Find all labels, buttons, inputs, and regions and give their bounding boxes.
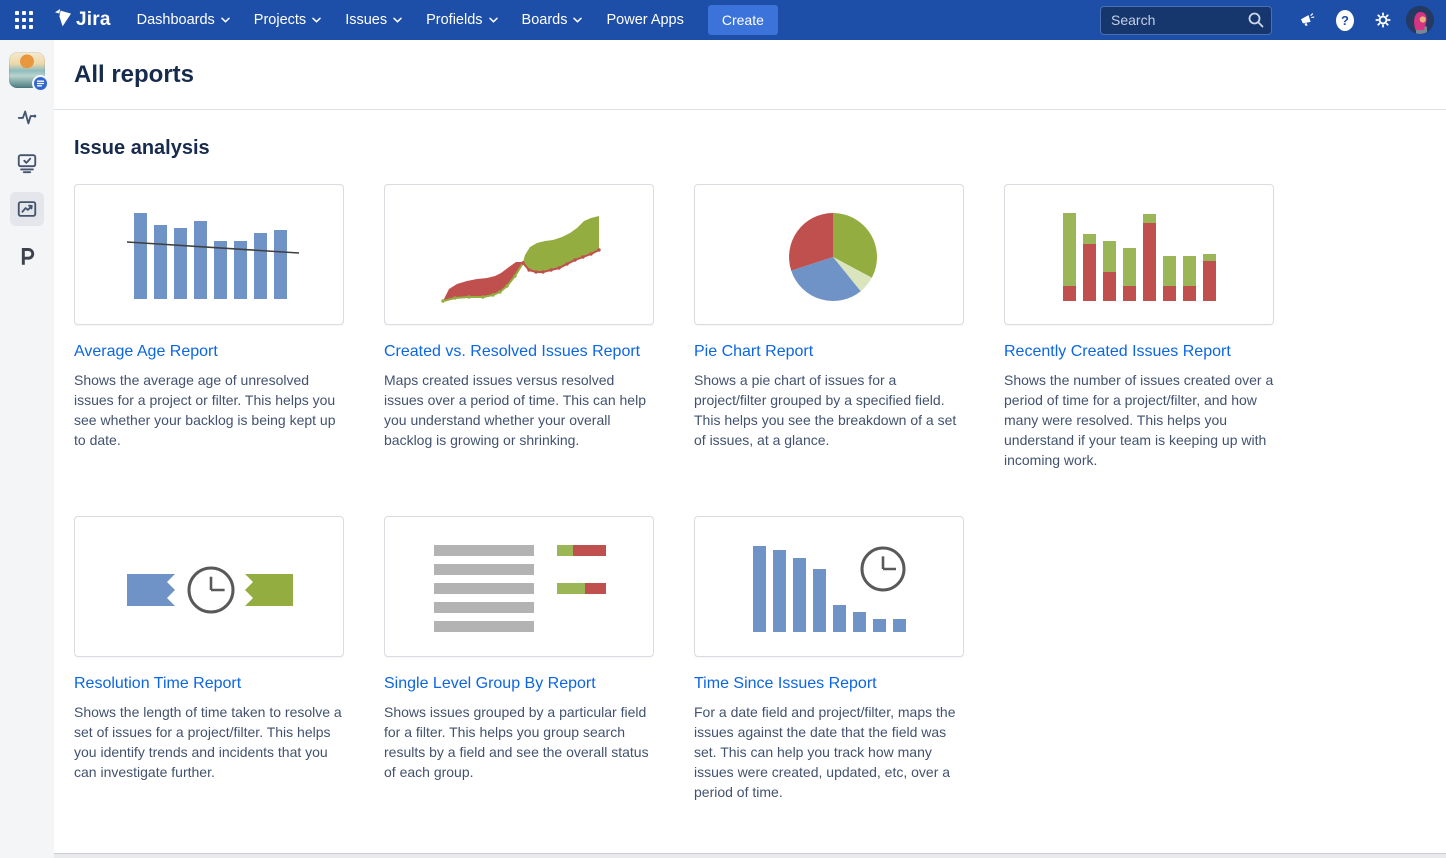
top-navbar: Jira Dashboards Projects Issues Profield… [0, 0, 1446, 40]
issue-analysis-section: Issue analysis Average Age Report Shows … [54, 137, 1446, 802]
report-link-time-since[interactable]: Time Since Issues Report [694, 675, 877, 692]
section-title: Issue analysis [74, 137, 210, 159]
search-icon [1247, 11, 1265, 34]
report-card-created-vs-resolved: Created vs. Resolved Issues Report Maps … [384, 184, 654, 470]
report-description: Shows the length of time taken to resolv… [74, 704, 342, 780]
report-link-recently-created[interactable]: Recently Created Issues Report [1004, 343, 1231, 360]
time-since-thumbnail [694, 516, 964, 657]
sidebar-item-reports[interactable] [10, 192, 44, 226]
search-box [1100, 5, 1272, 35]
navbar-right: ? [1100, 5, 1434, 35]
sidebar-item-board[interactable] [10, 146, 44, 180]
report-card-time-since: Time Since Issues Report For a date fiel… [694, 516, 964, 802]
jira-logo-text: Jira [76, 9, 111, 30]
report-description: Shows the average age of unresolved issu… [74, 372, 336, 448]
profields-p-icon [21, 248, 35, 265]
report-description: For a date field and project/filter, map… [694, 704, 956, 800]
nav-power-apps[interactable]: Power Apps [594, 5, 695, 35]
report-description: Maps created issues versus resolved issu… [384, 372, 646, 448]
resolution-time-thumbnail [74, 516, 344, 657]
chevron-down-icon [312, 17, 321, 23]
report-card-resolution-time: Resolution Time Report Shows the length … [74, 516, 344, 802]
app-switcher-icon[interactable] [8, 4, 40, 36]
recently-created-thumbnail [1004, 184, 1274, 325]
search-input[interactable] [1100, 5, 1272, 35]
chevron-down-icon [573, 17, 583, 23]
average-age-thumbnail [74, 184, 344, 325]
nav-issues[interactable]: Issues [333, 5, 414, 35]
jira-logo-icon [50, 6, 74, 35]
report-link-resolution-time[interactable]: Resolution Time Report [74, 675, 242, 692]
nav-boards[interactable]: Boards [510, 5, 595, 35]
pie-chart-thumbnail [694, 184, 964, 325]
reports-grid: Average Age Report Shows the average age… [74, 184, 1426, 802]
jira-logo[interactable]: Jira [50, 6, 111, 35]
sidebar-item-profields[interactable] [10, 238, 44, 272]
project-avatar[interactable] [9, 52, 49, 92]
single-level-group-by-thumbnail [384, 516, 654, 657]
report-description: Shows issues grouped by a particular fie… [384, 704, 649, 780]
board-check-icon [17, 154, 37, 174]
report-link-pie-chart[interactable]: Pie Chart Report [694, 343, 814, 360]
report-link-single-level-group-by[interactable]: Single Level Group By Report [384, 675, 596, 692]
reports-chart-icon [17, 201, 37, 217]
announcement-megaphone-icon[interactable] [1292, 5, 1322, 35]
report-link-average-age[interactable]: Average Age Report [74, 343, 218, 360]
main-navigation: Dashboards Projects Issues Profields Boa… [125, 5, 696, 35]
chevron-down-icon [221, 17, 230, 23]
user-avatar[interactable] [1406, 6, 1434, 34]
report-description: Shows a pie chart of issues for a projec… [694, 372, 957, 448]
page-title: All reports [74, 60, 195, 88]
report-card-pie-chart: Pie Chart Report Shows a pie chart of is… [694, 184, 964, 470]
help-icon[interactable]: ? [1330, 5, 1360, 35]
report-link-created-vs-resolved[interactable]: Created vs. Resolved Issues Report [384, 343, 641, 360]
nav-dashboards[interactable]: Dashboards [125, 5, 242, 35]
sidebar-item-activity[interactable] [10, 100, 44, 134]
create-button[interactable]: Create [707, 5, 778, 35]
chevron-down-icon [393, 17, 402, 23]
report-card-recently-created: Recently Created Issues Report Shows the… [1004, 184, 1274, 470]
project-badge-icon [32, 75, 49, 92]
report-card-single-level-group-by: Single Level Group By Report Shows issue… [384, 516, 654, 802]
horizontal-scrollbar-track[interactable] [54, 853, 1446, 858]
page-header: All reports [54, 40, 1446, 110]
settings-gear-icon[interactable] [1368, 5, 1398, 35]
nav-projects[interactable]: Projects [242, 5, 333, 35]
report-description: Shows the number of issues created over … [1004, 372, 1274, 468]
main-content: All reports Issue analysis Average Age R… [54, 40, 1446, 858]
nav-profields[interactable]: Profields [414, 5, 509, 35]
report-card-average-age: Average Age Report Shows the average age… [74, 184, 344, 470]
activity-pulse-icon [17, 110, 37, 125]
created-vs-resolved-thumbnail [384, 184, 654, 325]
project-sidebar [0, 40, 54, 858]
chevron-down-icon [488, 17, 498, 23]
